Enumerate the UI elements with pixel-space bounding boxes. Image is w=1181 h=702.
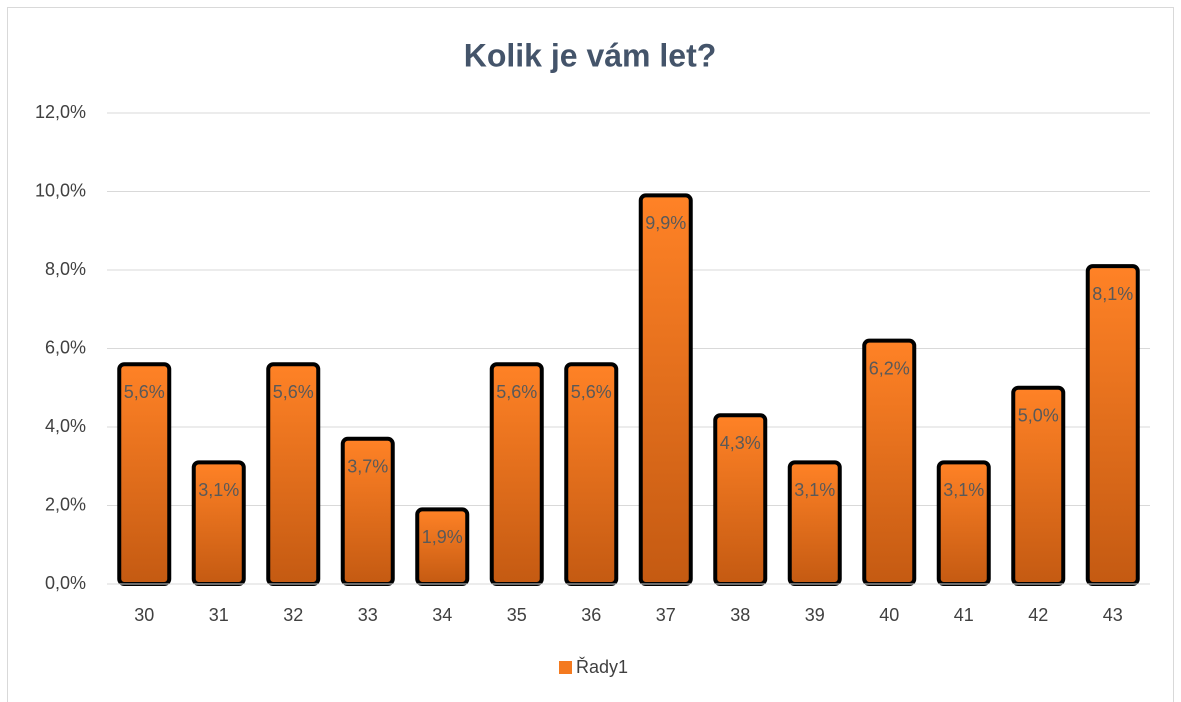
- data-label: 8,1%: [1092, 284, 1133, 304]
- data-label: 5,6%: [571, 382, 612, 402]
- data-label: 3,1%: [943, 480, 984, 500]
- chart-frame: [7, 7, 1174, 702]
- x-tick-label: 31: [209, 605, 229, 625]
- data-label: 4,3%: [720, 433, 761, 453]
- x-tick-label: 34: [432, 605, 452, 625]
- chart-title: Kolik je vám let?: [464, 37, 717, 73]
- x-tick-label: 40: [879, 605, 899, 625]
- legend-swatch: [559, 661, 572, 674]
- data-label: 1,9%: [422, 527, 463, 547]
- x-tick-label: 36: [581, 605, 601, 625]
- x-tick-label: 37: [656, 605, 676, 625]
- y-tick-label: 8,0%: [45, 259, 86, 279]
- x-tick-label: 42: [1028, 605, 1048, 625]
- data-label: 5,6%: [496, 382, 537, 402]
- bar: [638, 193, 693, 587]
- data-label: 5,0%: [1018, 406, 1059, 426]
- data-label: 3,1%: [198, 480, 239, 500]
- x-tick-label: 33: [358, 605, 378, 625]
- y-tick-label: 10,0%: [35, 180, 86, 200]
- x-tick-label: 30: [134, 605, 154, 625]
- x-tick-label: 32: [283, 605, 303, 625]
- x-tick-label: 43: [1103, 605, 1123, 625]
- data-label: 3,7%: [347, 457, 388, 477]
- y-tick-label: 4,0%: [45, 416, 86, 436]
- y-tick-label: 0,0%: [45, 573, 86, 593]
- data-label: 6,2%: [869, 358, 910, 378]
- x-tick-label: 39: [805, 605, 825, 625]
- x-tick-label: 35: [507, 605, 527, 625]
- y-tick-label: 2,0%: [45, 494, 86, 514]
- data-label: 3,1%: [794, 480, 835, 500]
- x-tick-label: 41: [954, 605, 974, 625]
- x-tick-label: 38: [730, 605, 750, 625]
- data-label: 5,6%: [124, 382, 165, 402]
- y-tick-label: 6,0%: [45, 337, 86, 357]
- y-tick-label: 12,0%: [35, 102, 86, 122]
- data-label: 9,9%: [645, 213, 686, 233]
- data-label: 5,6%: [273, 382, 314, 402]
- legend-label: Řady1: [576, 657, 628, 677]
- bar: [1085, 264, 1140, 586]
